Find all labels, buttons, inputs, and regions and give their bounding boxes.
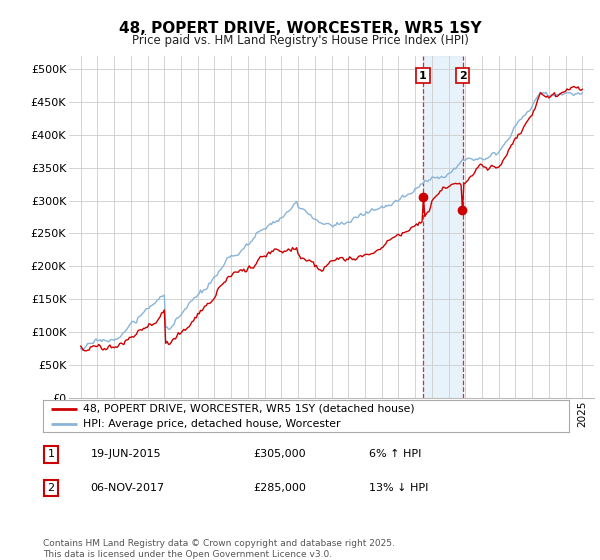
Text: 6% ↑ HPI: 6% ↑ HPI: [369, 450, 421, 459]
Text: 2: 2: [47, 483, 55, 493]
Text: £285,000: £285,000: [253, 483, 307, 493]
Bar: [423, 56, 463, 398]
Text: 48, POPERT DRIVE, WORCESTER, WR5 1SY (detached house): 48, POPERT DRIVE, WORCESTER, WR5 1SY (de…: [83, 404, 414, 414]
Text: £305,000: £305,000: [253, 450, 306, 459]
Text: Contains HM Land Registry data © Crown copyright and database right 2025.
This d: Contains HM Land Registry data © Crown c…: [43, 539, 395, 559]
Text: 06-NOV-2017: 06-NOV-2017: [91, 483, 164, 493]
Text: Price paid vs. HM Land Registry's House Price Index (HPI): Price paid vs. HM Land Registry's House …: [131, 34, 469, 46]
Text: 19-JUN-2015: 19-JUN-2015: [91, 450, 161, 459]
Text: 13% ↓ HPI: 13% ↓ HPI: [369, 483, 428, 493]
Text: 48, POPERT DRIVE, WORCESTER, WR5 1SY: 48, POPERT DRIVE, WORCESTER, WR5 1SY: [119, 21, 481, 36]
Text: 1: 1: [419, 71, 427, 81]
Text: 1: 1: [47, 450, 55, 459]
Text: 2: 2: [459, 71, 467, 81]
Text: HPI: Average price, detached house, Worcester: HPI: Average price, detached house, Worc…: [83, 418, 340, 428]
